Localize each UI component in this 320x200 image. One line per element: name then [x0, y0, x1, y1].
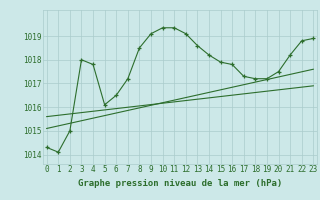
X-axis label: Graphe pression niveau de la mer (hPa): Graphe pression niveau de la mer (hPa)	[78, 179, 282, 188]
